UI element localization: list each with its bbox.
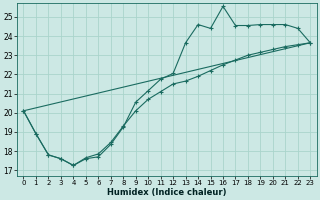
X-axis label: Humidex (Indice chaleur): Humidex (Indice chaleur)	[107, 188, 227, 197]
